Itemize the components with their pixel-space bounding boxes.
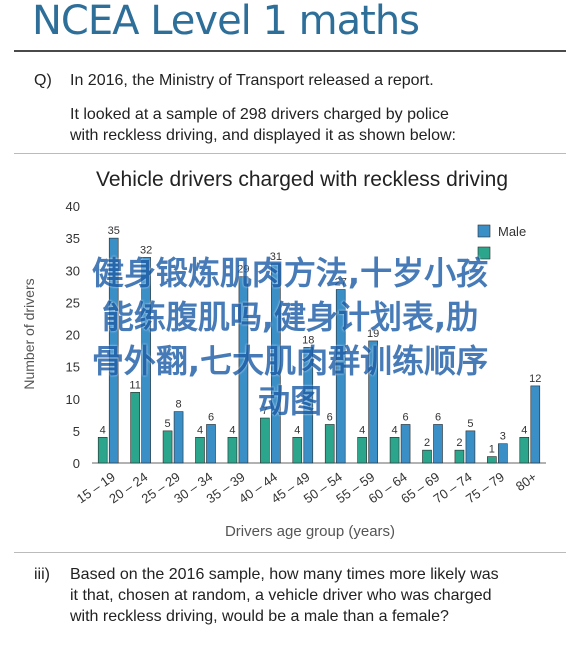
bar-female xyxy=(227,436,238,464)
data-label-female: 4 xyxy=(294,424,300,436)
data-label-male: 5 xyxy=(467,418,473,430)
question-label: Q) xyxy=(34,72,52,89)
chart-title: Vehicle drivers charged with reckless dr… xyxy=(96,168,508,191)
data-label-female: 4 xyxy=(392,424,398,436)
bar-male xyxy=(271,263,281,464)
x-tick-label: 80+ xyxy=(513,469,540,494)
data-label-female: 11 xyxy=(129,379,140,391)
bar-male xyxy=(465,430,476,464)
bar-male xyxy=(530,385,541,464)
bar-female xyxy=(292,436,303,464)
bar-male xyxy=(141,257,151,464)
bar-female xyxy=(487,456,497,464)
data-label-female: 2 xyxy=(424,437,430,449)
y-tick-label: 40 xyxy=(66,199,80,214)
bar-male xyxy=(433,424,443,464)
data-label-male: 6 xyxy=(208,411,214,423)
y-axis-label: Number of drivers xyxy=(21,278,37,389)
data-label-female: 7 xyxy=(262,405,268,417)
legend-label-male: Male xyxy=(498,224,526,239)
page-header: NCEA Level 1 maths xyxy=(0,0,580,52)
part-iii-label: iii) xyxy=(34,566,50,583)
y-tick-label: 25 xyxy=(66,295,80,310)
overlay-text-line-4: 动图 xyxy=(257,382,322,420)
bar-male xyxy=(206,424,216,464)
bar-male xyxy=(238,276,249,464)
data-label-female: 1 xyxy=(489,444,495,456)
bar-female xyxy=(260,417,270,464)
data-label-male: 8 xyxy=(176,399,182,411)
bar-female xyxy=(162,430,173,464)
data-label-female: 4 xyxy=(359,424,365,436)
y-tick-label: 0 xyxy=(73,456,80,471)
bar-female xyxy=(324,424,335,464)
bar-female xyxy=(130,392,140,464)
question-line-2: It looked at a sample of 298 drivers cha… xyxy=(70,106,449,123)
data-label-female: 4 xyxy=(197,424,203,436)
y-tick-label: 20 xyxy=(66,328,80,343)
part-iii-line-3: with reckless driving, would be a male t… xyxy=(70,608,449,625)
chart-top-divider xyxy=(14,153,566,154)
bar-female xyxy=(389,436,400,464)
y-tick-label: 15 xyxy=(66,360,80,375)
data-label-male: 29 xyxy=(237,264,249,276)
question-line-3: with reckless driving, and displayed it … xyxy=(70,127,456,144)
bar-male xyxy=(173,411,184,464)
overlay-text-line-1: 健身锻炼肌肉方法,十岁小孩 xyxy=(91,254,489,292)
data-label-male: 18 xyxy=(302,334,314,346)
bar-female xyxy=(519,436,530,464)
data-label-female: 4 xyxy=(100,424,106,436)
data-label-male: 12 xyxy=(529,373,541,385)
data-label-male: 32 xyxy=(140,244,152,256)
bar-female xyxy=(422,449,432,464)
y-tick-label: 10 xyxy=(66,392,80,407)
bar-male xyxy=(108,237,119,464)
header-divider xyxy=(14,50,566,52)
data-label-male: 6 xyxy=(435,411,441,423)
page-title: NCEA Level 1 maths xyxy=(32,0,420,44)
data-label-female: 6 xyxy=(327,411,333,423)
bar-female xyxy=(454,449,465,464)
data-label-male: 6 xyxy=(403,411,409,423)
legend-swatch-male xyxy=(477,224,491,238)
data-label-female: 4 xyxy=(521,424,527,436)
chart-bottom-divider xyxy=(14,552,566,553)
bar-chart: Vehicle drivers charged with reckless dr… xyxy=(21,168,546,540)
bar-female xyxy=(195,436,205,464)
overlay-text-line-2: 能练腹肌吗,健身计划表,肋 xyxy=(101,298,479,336)
data-label-female: 4 xyxy=(229,424,235,436)
y-tick-label: 35 xyxy=(66,231,80,246)
bar-male xyxy=(335,289,346,464)
question-line-1: In 2016, the Ministry of Transport relea… xyxy=(70,72,434,89)
bar-male xyxy=(400,424,411,464)
y-tick-label: 30 xyxy=(66,263,80,278)
data-label-male: 3 xyxy=(500,431,506,443)
part-iii-line-1: Based on the 2016 sample, how many times… xyxy=(70,566,499,583)
data-label-male: 19 xyxy=(367,328,379,340)
overlay-text-line-3: 骨外翻,七大肌肉群训练顺序 xyxy=(91,342,489,380)
data-label-male: 35 xyxy=(108,225,120,237)
data-label-female: 2 xyxy=(456,437,462,449)
bar-female xyxy=(357,436,367,464)
x-axis-label: Drivers age group (years) xyxy=(225,523,395,540)
bar-female xyxy=(97,436,108,464)
part-iii-line-2: it that, chosen at random, a vehicle dri… xyxy=(70,587,492,604)
bar-male xyxy=(498,443,508,464)
data-label-female: 5 xyxy=(165,418,171,430)
bar-male xyxy=(303,347,314,464)
data-label-male: 31 xyxy=(270,251,282,263)
y-tick-label: 5 xyxy=(73,424,80,439)
data-label-male: 27 xyxy=(335,277,347,289)
legend-swatch-female xyxy=(477,246,491,260)
bar-male xyxy=(368,340,378,464)
